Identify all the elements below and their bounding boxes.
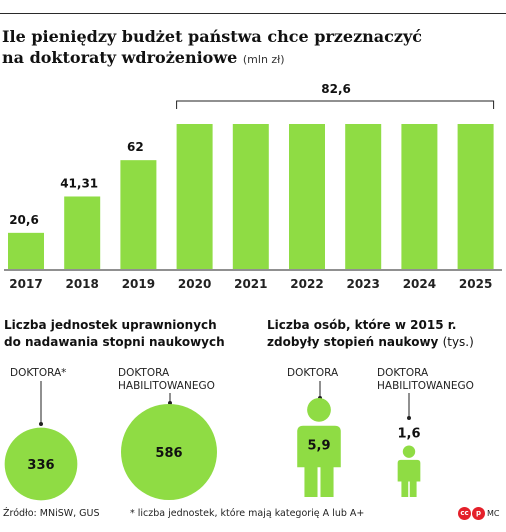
units-doktora-label: DOKTORA*	[10, 367, 66, 379]
bar-2017	[8, 232, 44, 269]
person-leg-right-0	[320, 466, 334, 497]
units-bubbles: 336 586	[4, 404, 217, 501]
title-line-2: na doktoraty wdrożeniowe (mln zł)	[2, 47, 502, 70]
tick-2018: 2018	[65, 277, 98, 291]
units-habil-label-2: HABILITOWANEGO	[118, 380, 215, 392]
bar-2024	[401, 124, 438, 269]
person-label-1: 1,6	[397, 426, 420, 441]
person-torso-1	[397, 459, 421, 482]
range-bracket	[176, 100, 495, 109]
bar-2025	[457, 124, 494, 269]
person-leg-left-1	[401, 480, 409, 497]
data-label-2019: 62	[127, 140, 144, 154]
chart-title: Ile pieniędzy budżet państwa chce przezn…	[2, 26, 502, 70]
units-doktora-leader-dot	[39, 422, 43, 426]
bar-2018	[64, 196, 101, 269]
person-leg-right-1	[409, 480, 417, 497]
units-section-title: Liczba jednostek uprawnionych do nadawan…	[4, 317, 225, 351]
data-label-2017: 20,6	[9, 213, 39, 227]
tick-2025: 2025	[459, 277, 492, 291]
tick-2024: 2024	[403, 277, 436, 291]
people-title-line-1: Liczba osób, które w 2015 r.	[267, 318, 457, 332]
units-title-line-1: Liczba jednostek uprawnionych	[4, 318, 217, 332]
pap-icon: p	[472, 507, 485, 520]
person-head-0	[307, 398, 331, 422]
tick-2017: 2017	[9, 277, 42, 291]
person-head-1	[402, 445, 416, 458]
people-section-title: Liczba osób, które w 2015 r. zdobyły sto…	[267, 317, 474, 351]
bar-2022	[289, 124, 325, 269]
people-title-unit: (tys.)	[442, 335, 474, 349]
bar-2021	[232, 124, 269, 269]
people-doktora-label: DOKTORA	[287, 367, 339, 379]
people-habil-label-2: HABILITOWANEGO	[377, 380, 474, 392]
footnote: * liczba jednostek, które mają kategorię…	[130, 508, 365, 519]
people-title-line-2: zdobyły stopień naukowy (tys.)	[267, 334, 474, 351]
bar-2020	[176, 124, 213, 269]
cc-icon: cc	[458, 507, 471, 520]
source-note: Źródło: MNiSW, GUS	[3, 508, 100, 519]
units-title-line-2: do nadawania stopni naukowych	[4, 335, 225, 349]
bar-2019	[120, 160, 157, 269]
person-leg-left-0	[304, 466, 318, 497]
people-habil-label-1: DOKTORA	[377, 367, 429, 379]
tick-2019: 2019	[122, 277, 155, 291]
title-line-1: Ile pieniędzy budżet państwa chce przezn…	[2, 27, 423, 46]
people-habil-leader-dot	[407, 416, 411, 420]
data-label-2018: 41,31	[60, 176, 98, 190]
top-rule	[0, 13, 506, 14]
bracket-label: 82,6	[321, 82, 351, 96]
bubble-0	[4, 427, 78, 501]
title-line-2-text: na doktoraty wdrożeniowe	[2, 48, 238, 67]
bar-2023	[345, 124, 382, 269]
person-label-0: 5,9	[307, 438, 330, 453]
title-unit: (mln zł)	[242, 53, 285, 66]
tick-2022: 2022	[290, 277, 323, 291]
bubble-label-1: 586	[155, 446, 182, 461]
bar-chart: 2017 20,6 2018 41,31 2019 62 2020 2021 2022 2023 2…	[4, 82, 502, 291]
author-credit: MC	[487, 509, 500, 518]
people-pictograms: 5,9 1,6	[297, 398, 421, 497]
tick-2021: 2021	[234, 277, 267, 291]
people-title-line-2-text: zdobyły stopień naukowy	[267, 335, 439, 349]
bubble-1	[121, 404, 217, 500]
tick-2023: 2023	[346, 277, 379, 291]
bubble-label-0: 336	[27, 458, 54, 473]
units-habil-label-1: DOKTORA	[118, 367, 170, 379]
tick-2020: 2020	[178, 277, 211, 291]
person-torso-0	[297, 425, 341, 468]
